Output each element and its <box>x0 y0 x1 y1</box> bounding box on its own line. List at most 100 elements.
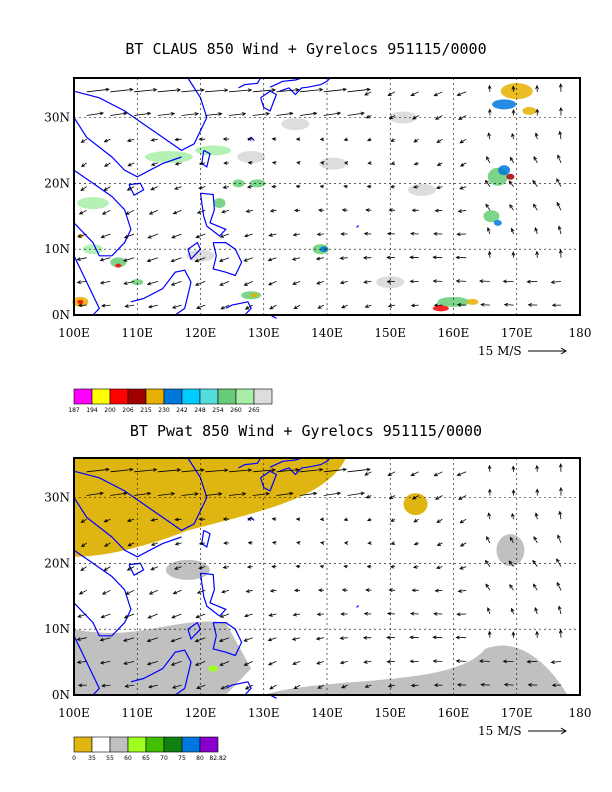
wind-arrow <box>390 161 396 165</box>
wind-arrow <box>172 209 182 215</box>
coastline-14 <box>238 457 262 469</box>
wind-arrow <box>315 256 324 261</box>
shade-blob-4 <box>498 165 511 176</box>
wind-arrow <box>205 88 229 93</box>
wind-arrow <box>86 467 110 473</box>
lon-tick-label: 120E <box>185 326 217 340</box>
lon-tick-label: 130E <box>248 326 280 340</box>
wind-arrow <box>80 566 87 572</box>
wind-arrow <box>174 566 182 570</box>
wind-arrow <box>550 280 562 284</box>
shade-blob-19 <box>115 263 122 268</box>
wind-arrow <box>435 565 443 570</box>
wind-arrow <box>247 517 253 521</box>
wind-arrow <box>77 233 87 238</box>
map-area-1 <box>72 77 581 319</box>
grey-blob-4 <box>388 111 417 124</box>
wind-arrow <box>127 162 135 167</box>
coastline-3 <box>73 635 101 696</box>
wind-arrow <box>508 180 514 187</box>
wind-arrow <box>436 162 443 166</box>
wind-arrow <box>412 565 419 569</box>
legend-label: 215 <box>140 407 152 414</box>
wind-arrow <box>101 303 111 308</box>
wind-arrow <box>559 106 563 116</box>
wind-arrow <box>366 137 372 142</box>
wind-arrow <box>556 558 562 567</box>
wind-arrow <box>485 583 491 591</box>
shade-blob-23 <box>144 151 193 163</box>
graticule <box>74 458 580 695</box>
lat-tick-label: 10N <box>44 622 70 636</box>
wind-arrow <box>433 91 443 97</box>
wind-arrow <box>480 682 490 687</box>
wind-arrow <box>535 108 540 116</box>
wind-arrow <box>533 203 538 211</box>
wind-arrow <box>412 495 419 500</box>
wind-arrow <box>410 683 419 688</box>
wind-arrow <box>76 660 87 664</box>
wind-arrow <box>511 489 516 496</box>
wind-arrow <box>80 542 87 548</box>
wind-arrow <box>556 581 562 591</box>
wind-arrow <box>300 87 324 93</box>
wind-arrow <box>300 491 318 496</box>
wind-arrow <box>181 492 199 496</box>
wind-arrow <box>527 683 538 687</box>
wind-arrow <box>458 115 467 120</box>
wind-arrow <box>508 560 514 567</box>
wind-arrow <box>433 683 443 688</box>
wind-arrow <box>148 304 158 309</box>
coastline-10 <box>225 301 252 316</box>
wind-arrow <box>534 607 538 615</box>
wind-arrow <box>222 137 230 141</box>
shade-blob-24 <box>195 145 232 156</box>
wind-arrow <box>228 112 247 116</box>
coastline-10 <box>225 681 252 696</box>
wind-arrow <box>276 88 300 93</box>
wind-arrow <box>123 613 135 619</box>
wind-arrow <box>244 613 253 618</box>
wind-arrow <box>533 583 538 591</box>
wind-arrow <box>485 203 491 211</box>
wind-arrow <box>316 612 324 617</box>
wind-arrow <box>86 491 105 496</box>
wind-arrow <box>433 303 443 308</box>
legend-label: 187 <box>68 407 80 414</box>
coastline-5 <box>128 562 145 577</box>
legend-label: 200 <box>104 407 116 414</box>
legend-swatch <box>253 388 273 405</box>
legend-label: 265 <box>248 407 260 414</box>
wind-arrow <box>343 184 348 189</box>
wind-arrow <box>433 471 443 477</box>
wind-arrow <box>271 137 277 141</box>
wind-arrow <box>390 541 396 545</box>
wind-arrow <box>252 112 271 116</box>
wind-arrow <box>556 178 562 187</box>
wind-arrow <box>558 83 563 92</box>
wind-arrow <box>457 589 467 593</box>
wind-arrow <box>316 281 324 285</box>
lon-tick-label: 140E <box>311 326 343 340</box>
wind-arrow <box>367 541 372 545</box>
legend-swatch <box>199 736 219 753</box>
wind-arrow <box>148 589 158 595</box>
wind-arrow <box>487 630 492 638</box>
wind-arrow <box>456 91 467 96</box>
wind-arrow <box>459 542 467 547</box>
color-legend: 187 194 200 206 215 230 242 248 254 260 265 <box>68 388 273 414</box>
wind-arrow <box>388 208 396 213</box>
wind-arrow <box>459 186 467 190</box>
wind-arrow <box>174 517 182 522</box>
lat-tick-label: 0N <box>52 688 70 702</box>
wind-arrow <box>459 162 467 167</box>
wind-arrow <box>457 209 467 213</box>
wind-arrow <box>78 589 87 595</box>
wind-arrow <box>245 589 253 593</box>
wind-arrow <box>487 512 492 520</box>
wind-arrow <box>126 518 135 523</box>
shade-blob-14 <box>232 179 245 188</box>
wind-arrow <box>339 256 348 260</box>
wind-arrow <box>246 564 253 569</box>
wind-arrow <box>339 660 348 665</box>
